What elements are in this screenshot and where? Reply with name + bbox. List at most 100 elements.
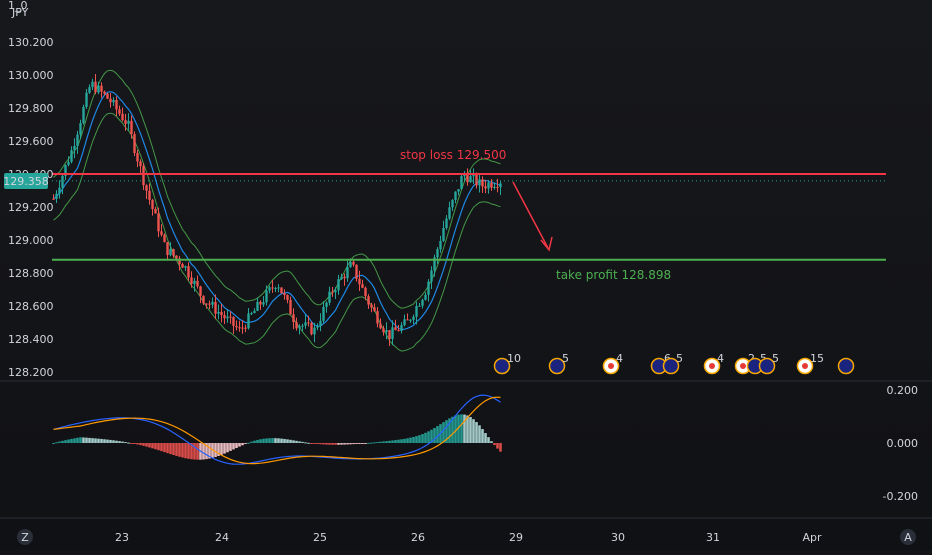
event-marker[interactable]: 2 (734, 352, 756, 375)
candle-body (280, 287, 283, 294)
macd-histogram-bar (403, 438, 406, 443)
candle-body (481, 179, 484, 187)
macd-histogram-bar (328, 443, 331, 445)
event-marker[interactable]: 10 (493, 352, 522, 375)
candle-body (454, 191, 457, 200)
flag-dot (709, 363, 715, 369)
event-marker[interactable]: 5 (758, 352, 780, 375)
event-marker[interactable]: 5 (662, 352, 684, 375)
time-tick-label: 23 (115, 531, 129, 544)
macd-histogram-bar (115, 440, 118, 443)
candle-body (352, 261, 355, 265)
candle-body (427, 281, 430, 295)
candle-body (97, 85, 100, 93)
macd-histogram-bar (484, 433, 487, 443)
macd-histogram-bar (217, 443, 220, 457)
macd-histogram-bar (457, 414, 460, 443)
macd-histogram-bar (145, 443, 148, 447)
macd-histogram-bar (391, 440, 394, 443)
candle-body (64, 165, 67, 176)
timezone-badge[interactable] (17, 529, 33, 545)
macd-histogram-bar (424, 432, 427, 443)
macd-histogram-bar (64, 440, 67, 443)
candle-body (271, 287, 274, 289)
price-tick-label: 130.200 (8, 36, 54, 49)
candle-body (139, 161, 142, 167)
candle-body (478, 179, 481, 186)
candle-body (223, 315, 226, 319)
event-count: 5 (676, 352, 683, 365)
macd-histogram-bar (370, 442, 373, 444)
event-marker[interactable]: 4 (602, 352, 624, 375)
macd-histogram-bar (385, 441, 388, 443)
macd-histogram-bar (202, 443, 205, 460)
macd-histogram-bar (406, 438, 409, 443)
candle-body (400, 325, 403, 331)
event-marker[interactable]: 5 (548, 352, 570, 375)
auto-scale-badge[interactable] (900, 529, 916, 545)
candle-body (214, 301, 217, 314)
macd-histogram-bar (325, 443, 328, 445)
macd-histogram-bar (259, 439, 262, 443)
macd-histogram-bar (415, 436, 418, 443)
candle-body (298, 326, 301, 329)
price-tick-label: 128.200 (8, 366, 54, 379)
candle-body (358, 278, 361, 285)
candle-body (373, 307, 376, 312)
time-tick-label: 24 (215, 531, 229, 544)
macd-histogram-bar (376, 442, 379, 444)
candle-body (124, 120, 127, 124)
candle-body (343, 276, 346, 279)
macd-histogram-bar (433, 427, 436, 443)
macd-histogram-bar (142, 443, 145, 446)
osc-tick-label: 0.000 (887, 437, 919, 450)
macd-histogram-bar (52, 443, 55, 444)
macd-histogram-bar (172, 443, 175, 456)
macd-histogram-bar (388, 440, 391, 443)
macd-histogram-bar (418, 435, 421, 443)
event-count: 4 (616, 352, 623, 365)
candle-body (58, 187, 61, 194)
upper-band (53, 69, 501, 309)
macd-histogram-bar (460, 414, 463, 443)
candle-body (442, 227, 445, 241)
candle-body (112, 99, 115, 103)
event-marker[interactable]: 15 (796, 352, 825, 375)
macd-histogram-bar (481, 429, 484, 443)
corner-fragment: 1_0 (8, 0, 28, 12)
macd-histogram-bar (124, 442, 127, 444)
candle-body (175, 255, 178, 259)
macd-histogram-bar (166, 443, 169, 454)
levels (52, 173, 886, 261)
macd-histogram-bar (226, 443, 229, 453)
candle-body (415, 305, 418, 317)
macd-histogram-bar (82, 437, 85, 443)
macd-histogram-bar (451, 416, 454, 443)
event-marker[interactable] (837, 357, 855, 375)
candle-body (451, 199, 454, 208)
time-tick-label: 30 (611, 531, 625, 544)
candle-body (232, 316, 235, 326)
candle-body (406, 319, 409, 321)
candle-body (460, 176, 463, 190)
macd-histogram-bar (493, 443, 496, 446)
candle-body (472, 174, 475, 177)
candle-body (361, 284, 364, 288)
time-tick-label: 31 (706, 531, 720, 544)
event-marker[interactable]: 4 (703, 352, 725, 375)
candle-body (484, 186, 487, 189)
candle-body (403, 319, 406, 326)
event-count: 4 (717, 352, 724, 365)
macd-histogram-bar (220, 443, 223, 455)
macd-histogram-bar (454, 415, 457, 443)
event-count: 5 (562, 352, 569, 365)
candle-body (379, 323, 382, 329)
signal-line (53, 396, 501, 465)
macd-histogram-bar (271, 438, 274, 443)
event-markers[interactable]: 10 5 4 6 5 4 2 5 5 15 (493, 352, 855, 375)
macd-histogram-bar (430, 429, 433, 443)
price-tick-label: 129.600 (8, 135, 54, 148)
candle-body (289, 299, 292, 315)
candle-body (499, 183, 502, 188)
macd-histogram-bar (283, 438, 286, 443)
